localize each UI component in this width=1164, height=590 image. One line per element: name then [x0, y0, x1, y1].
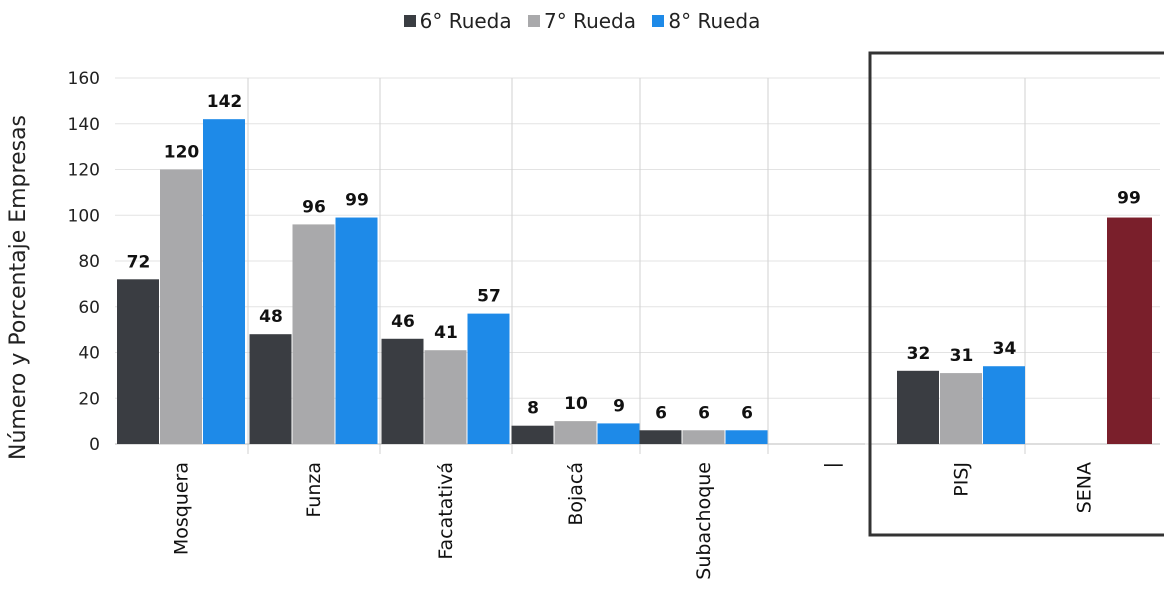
data-label-facatativa-7-rueda: 41 [434, 323, 458, 343]
legend-swatch-6-rueda [403, 15, 416, 27]
y-tick-label-140: 140 [68, 115, 100, 135]
bar-funza-7-rueda [292, 224, 335, 444]
bar-subachoque-8-rueda [725, 430, 768, 444]
y-tick-label-120: 120 [68, 161, 100, 181]
data-label-pisj-8-rueda: 34 [993, 339, 1017, 359]
legend-item-6-rueda: 6° Rueda [403, 9, 512, 33]
data-label-mosquera-7-rueda: 120 [164, 143, 200, 163]
data-label-bojaca-6-rueda: 8 [527, 399, 539, 419]
data-label-bojaca-8-rueda: 9 [613, 396, 625, 416]
x-tick-label-bojaca: Bojacá [565, 462, 587, 526]
legend-label-8-rueda: 8° Rueda [668, 9, 761, 33]
data-label-funza-7-rueda: 96 [302, 197, 326, 217]
data-label-pisj-7-rueda: 31 [950, 346, 974, 366]
data-label-facatativa-6-rueda: 46 [391, 312, 415, 332]
data-label-pisj-6-rueda: 32 [907, 344, 931, 364]
y-tick-label-0: 0 [89, 435, 100, 455]
bar-mosquera-8-rueda [203, 119, 245, 445]
y-tick-label-20: 20 [78, 389, 100, 409]
y-tick-label-160: 160 [68, 69, 100, 89]
bar-mosquera-6-rueda [117, 279, 159, 444]
y-tick-label-60: 60 [78, 298, 100, 318]
highlight-box [868, 51, 1164, 537]
bar-facatativa-6-rueda [381, 338, 424, 444]
x-tick-label-sena: SENA [1074, 462, 1096, 513]
bar-funza-6-rueda [249, 334, 292, 444]
data-label-subachoque-8-rueda: 6 [741, 403, 753, 423]
legend-item-8-rueda: 8° Rueda [652, 9, 760, 33]
bar-bojaca-6-rueda [511, 425, 554, 444]
data-label-subachoque-6-rueda: 6 [655, 403, 667, 423]
data-label-funza-8-rueda: 99 [345, 191, 369, 211]
legend-label-6-rueda: 6° Rueda [419, 9, 512, 33]
data-label-subachoque-7-rueda: 6 [698, 403, 710, 423]
bar-subachoque-7-rueda [682, 430, 725, 444]
legend-item-7-rueda: 7° Rueda [527, 9, 636, 33]
x-tick-label-pisj: PISJ [951, 462, 973, 497]
data-label-sena: 99 [1117, 189, 1141, 209]
bar-pisj-7-rueda [940, 373, 982, 444]
bar-facatativa-8-rueda [467, 313, 510, 444]
bar-bojaca-7-rueda [554, 421, 597, 444]
bar-funza-8-rueda [335, 217, 378, 444]
bar-pisj-8-rueda [983, 366, 1025, 444]
bar-facatativa-7-rueda [424, 350, 467, 444]
x-tick-label-separator: | [821, 462, 843, 468]
bar-mosquera-7-rueda [160, 169, 202, 444]
y-tick-label-40: 40 [78, 344, 100, 364]
bar-subachoque-6-rueda [639, 430, 682, 444]
data-label-funza-6-rueda: 48 [259, 307, 283, 327]
y-tick-label-100: 100 [68, 206, 100, 226]
data-label-mosquera-6-rueda: 72 [127, 252, 151, 272]
x-tick-label-facatativa: Facatativá [435, 462, 457, 560]
y-tick-label-80: 80 [78, 252, 100, 272]
bar-pisj-6-rueda [897, 370, 939, 444]
legend-swatch-8-rueda [652, 15, 665, 27]
legend: 6° Rueda 7° Rueda 8° Rueda [0, 8, 1164, 33]
bar-bojaca-8-rueda [597, 423, 640, 444]
bar-sena [1107, 217, 1152, 444]
legend-label-7-rueda: 7° Rueda [543, 9, 636, 33]
data-label-facatativa-8-rueda: 57 [477, 287, 501, 307]
x-tick-label-subachoque: Subachoque [693, 462, 715, 580]
legend-swatch-7-rueda [527, 15, 540, 27]
x-tick-label-funza: Funza [303, 462, 325, 518]
data-label-bojaca-7-rueda: 10 [564, 394, 588, 414]
data-label-mosquera-8-rueda: 142 [207, 92, 243, 112]
x-tick-label-mosquera: Mosquera [171, 462, 193, 555]
